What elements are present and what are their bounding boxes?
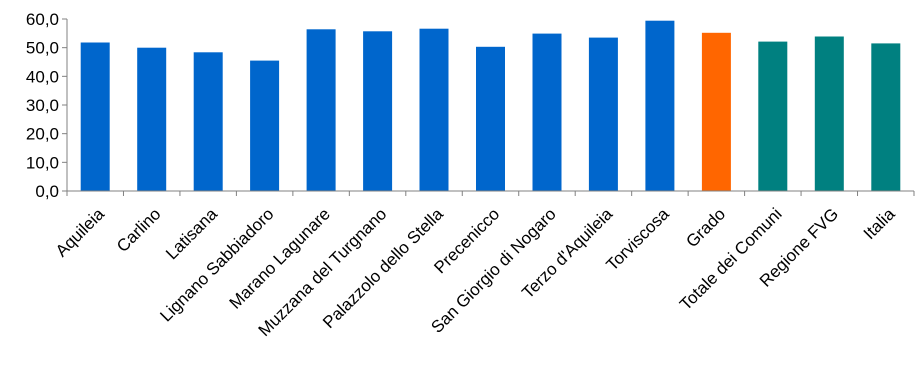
y-axis: 0,0 10,0 20,0 30,0 40,0 50,0 60,0 [26, 10, 68, 201]
bar-13 [758, 41, 788, 191]
x-tick-label: Italia [860, 204, 899, 243]
bar-6 [363, 31, 393, 191]
bar-12 [701, 32, 731, 191]
y-tick-label: 0,0 [35, 182, 59, 201]
bar-9 [532, 33, 562, 191]
bar-11 [645, 20, 675, 192]
bars [80, 20, 901, 192]
x-tick-label: Aquileia [52, 204, 109, 261]
bar-10 [588, 37, 618, 191]
bar-15 [871, 43, 901, 192]
x-tick-label: Grado [682, 204, 729, 251]
y-tick-label: 10,0 [26, 153, 59, 172]
y-tick-label: 40,0 [26, 67, 59, 86]
bar-1 [80, 42, 110, 191]
x-tick-label: Carlino [113, 204, 165, 256]
bar-14 [814, 36, 844, 191]
y-tick-label: 20,0 [26, 125, 59, 144]
bar-7 [419, 28, 449, 192]
bar-4 [250, 60, 280, 191]
bar-5 [306, 29, 336, 191]
bar-3 [193, 52, 223, 191]
y-tick-label: 30,0 [26, 96, 59, 115]
y-tick-label: 60,0 [26, 10, 59, 29]
x-tick-label: Latisana [162, 204, 221, 263]
bar-2 [137, 47, 167, 192]
bar-8 [476, 46, 505, 191]
x-tick-label: Marano Lagunare [226, 204, 334, 312]
x-tick-label: Torviscosa [603, 204, 674, 275]
x-tick-label: Totale dei Comuni [676, 204, 786, 314]
y-tick-label: 50,0 [26, 39, 59, 58]
